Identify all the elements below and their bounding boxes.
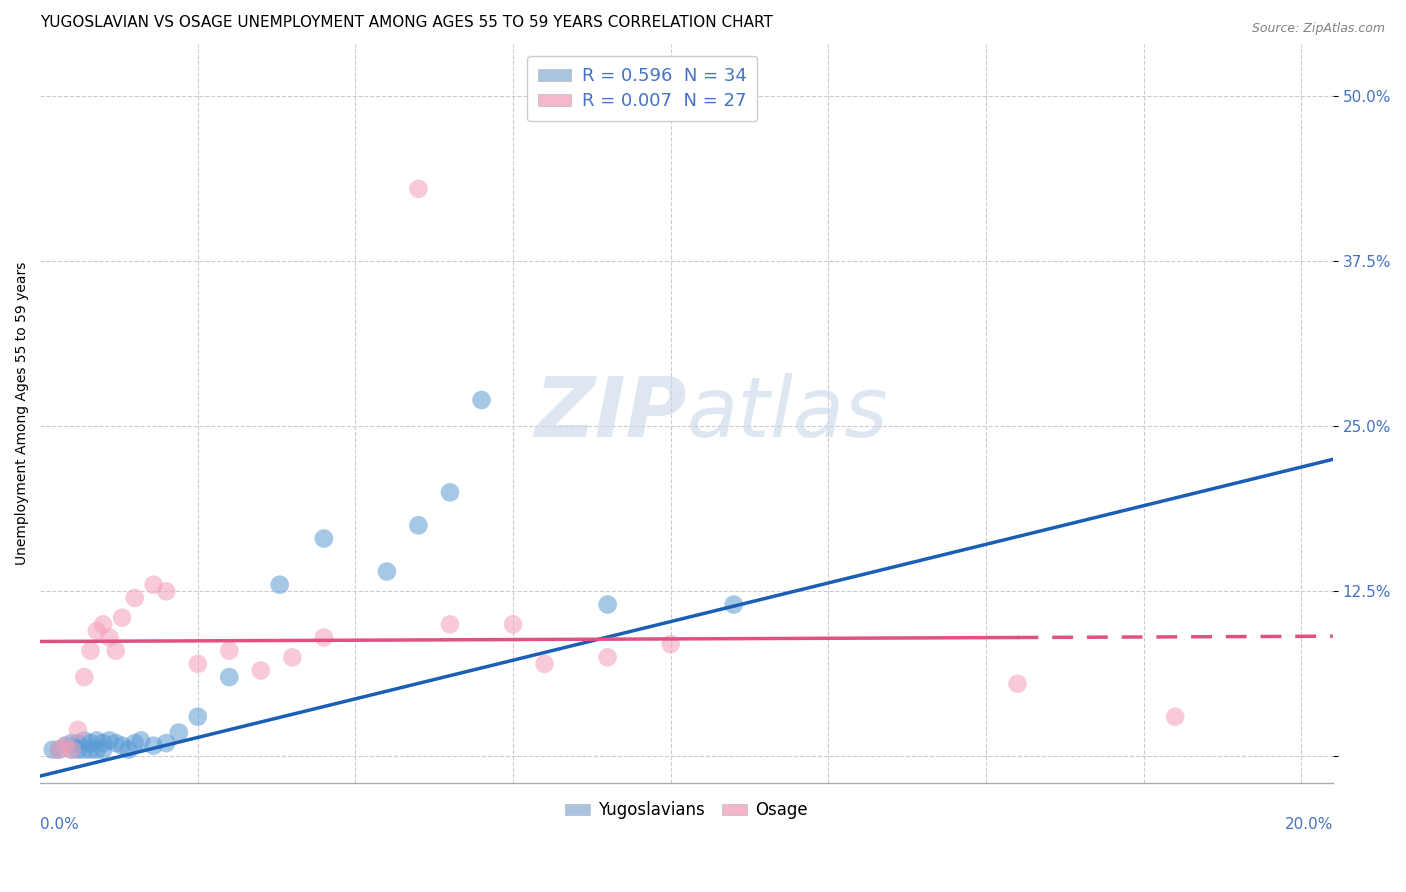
Point	[91, 742, 114, 756]
Point	[124, 736, 146, 750]
Text: 20.0%: 20.0%	[1285, 817, 1333, 832]
Point	[1007, 676, 1029, 690]
Point	[79, 736, 101, 750]
Legend: Yugoslavians, Osage: Yugoslavians, Osage	[558, 795, 814, 826]
Point	[281, 650, 304, 665]
Point	[41, 742, 63, 756]
Point	[60, 742, 83, 756]
Text: YUGOSLAVIAN VS OSAGE UNEMPLOYMENT AMONG AGES 55 TO 59 YEARS CORRELATION CHART: YUGOSLAVIAN VS OSAGE UNEMPLOYMENT AMONG …	[41, 15, 773, 30]
Point	[73, 670, 96, 684]
Point	[167, 725, 190, 739]
Point	[312, 532, 335, 546]
Point	[659, 637, 682, 651]
Point	[187, 709, 209, 723]
Point	[470, 392, 492, 407]
Point	[86, 742, 108, 756]
Text: atlas: atlas	[686, 373, 889, 454]
Point	[91, 736, 114, 750]
Text: 0.0%: 0.0%	[41, 817, 79, 832]
Point	[66, 736, 89, 750]
Point	[408, 182, 430, 196]
Point	[439, 617, 461, 632]
Point	[218, 643, 240, 657]
Point	[439, 485, 461, 500]
Point	[66, 742, 89, 756]
Point	[79, 742, 101, 756]
Point	[73, 733, 96, 747]
Point	[129, 733, 152, 747]
Point	[117, 742, 139, 756]
Point	[53, 739, 76, 753]
Point	[596, 650, 619, 665]
Point	[312, 631, 335, 645]
Point	[60, 742, 83, 756]
Point	[1164, 709, 1187, 723]
Point	[111, 739, 134, 753]
Point	[533, 657, 555, 671]
Point	[375, 565, 398, 579]
Point	[60, 736, 83, 750]
Y-axis label: Unemployment Among Ages 55 to 59 years: Unemployment Among Ages 55 to 59 years	[15, 261, 30, 565]
Point	[142, 578, 165, 592]
Point	[111, 611, 134, 625]
Point	[48, 742, 70, 756]
Point	[104, 736, 127, 750]
Point	[79, 643, 101, 657]
Point	[98, 631, 121, 645]
Point	[596, 598, 619, 612]
Point	[66, 723, 89, 737]
Point	[98, 733, 121, 747]
Point	[86, 733, 108, 747]
Point	[104, 643, 127, 657]
Point	[91, 617, 114, 632]
Point	[48, 742, 70, 756]
Point	[723, 598, 745, 612]
Point	[269, 578, 291, 592]
Point	[187, 657, 209, 671]
Text: ZIP: ZIP	[534, 373, 686, 454]
Point	[53, 739, 76, 753]
Point	[408, 518, 430, 533]
Point	[124, 591, 146, 605]
Point	[155, 584, 177, 599]
Point	[142, 739, 165, 753]
Point	[249, 664, 271, 678]
Point	[155, 736, 177, 750]
Point	[218, 670, 240, 684]
Point	[86, 624, 108, 638]
Point	[502, 617, 524, 632]
Text: Source: ZipAtlas.com: Source: ZipAtlas.com	[1251, 22, 1385, 36]
Point	[73, 742, 96, 756]
